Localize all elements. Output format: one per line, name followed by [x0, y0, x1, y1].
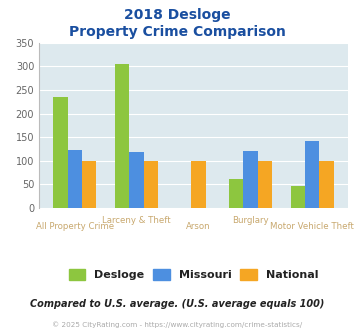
Bar [229, 179, 243, 208]
Bar [53, 97, 68, 208]
Bar [68, 150, 82, 208]
Text: Motor Vehicle Theft: Motor Vehicle Theft [270, 222, 354, 231]
Bar [115, 64, 130, 208]
Text: © 2025 CityRating.com - https://www.cityrating.com/crime-statistics/: © 2025 CityRating.com - https://www.city… [53, 322, 302, 328]
Text: Larceny & Theft: Larceny & Theft [102, 216, 171, 225]
Bar [191, 161, 206, 208]
Text: Compared to U.S. average. (U.S. average equals 100): Compared to U.S. average. (U.S. average … [30, 299, 325, 309]
Bar [144, 161, 158, 208]
Bar [82, 161, 96, 208]
Bar [319, 161, 334, 208]
Bar [291, 186, 305, 208]
Legend: Desloge, Missouri, National: Desloge, Missouri, National [64, 265, 323, 285]
Text: 2018 Desloge: 2018 Desloge [124, 8, 231, 22]
Text: Arson: Arson [186, 222, 211, 231]
Bar [243, 151, 257, 208]
Text: Burglary: Burglary [232, 216, 269, 225]
Bar [305, 141, 319, 208]
Text: All Property Crime: All Property Crime [36, 222, 114, 231]
Bar [257, 161, 272, 208]
Text: Property Crime Comparison: Property Crime Comparison [69, 25, 286, 39]
Bar [130, 152, 144, 208]
